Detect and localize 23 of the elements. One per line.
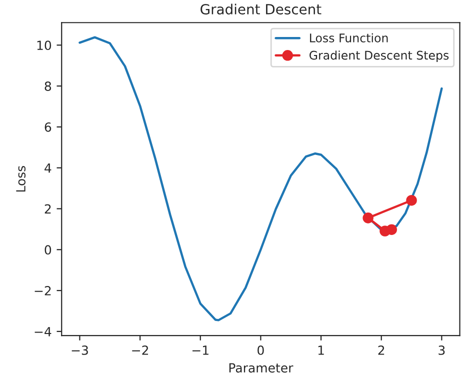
y-tick-label: 2 (44, 204, 51, 214)
y-axis-title: Loss (16, 166, 26, 192)
point (406, 194, 417, 206)
point (386, 224, 397, 235)
y-tick-label: −2 (34, 286, 51, 296)
chart-title: Gradient Descent (200, 4, 322, 14)
x-tick-label: 2 (378, 345, 384, 355)
x-tick-label: −2 (132, 345, 148, 355)
legend-label: Gradient Descent Steps (310, 50, 449, 62)
x-tick-label: 3 (438, 345, 445, 355)
y-tick-label: 8 (44, 81, 52, 91)
x-tick-label: −3 (72, 345, 88, 355)
y-tick-label: 4 (44, 163, 52, 173)
legend-label: Loss Function (310, 33, 388, 42)
x-axis-title: Parameter (229, 363, 294, 373)
y-tick-label: 10 (37, 40, 52, 50)
x-tick-label: −1 (192, 346, 208, 355)
y-tick-label: 6 (44, 122, 52, 132)
y-tick-label: 0 (44, 245, 52, 255)
y-tick-label: −4 (34, 327, 52, 336)
x-tick-label: 1 (318, 346, 324, 355)
x-tick-label: 0 (258, 345, 264, 355)
point (362, 212, 374, 224)
